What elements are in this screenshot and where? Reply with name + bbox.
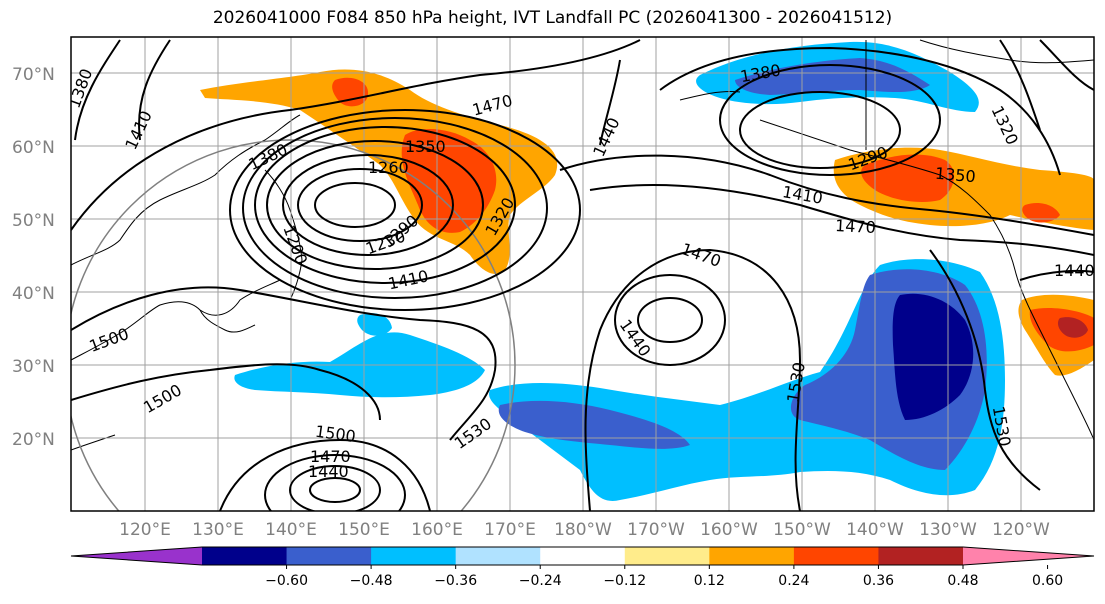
contour-label: 1440 bbox=[1054, 261, 1095, 280]
lat-label: 50°N bbox=[12, 211, 55, 231]
colorbar-segment bbox=[455, 547, 541, 565]
lon-label: 160°W bbox=[700, 520, 758, 540]
lat-label: 70°N bbox=[12, 65, 55, 85]
lon-label: 130°E bbox=[192, 520, 244, 540]
lon-label: 140°E bbox=[265, 520, 317, 540]
lon-label: 130°W bbox=[919, 520, 977, 540]
lon-label: 170°E bbox=[484, 520, 536, 540]
lat-label: 40°N bbox=[12, 284, 55, 304]
plot-frame bbox=[70, 36, 1095, 512]
colorbar-segment bbox=[286, 547, 372, 565]
lon-label: 120°E bbox=[119, 520, 171, 540]
contour-label: 1350 bbox=[405, 137, 446, 156]
dark-blue-core bbox=[892, 293, 974, 420]
lon-label: 150°W bbox=[773, 520, 831, 540]
colorbar-segment bbox=[709, 547, 795, 565]
colorbar-tick-label: 0.12 bbox=[694, 573, 725, 589]
contour-label: 1470 bbox=[310, 447, 351, 466]
colorbar-segment bbox=[371, 547, 457, 565]
lon-label: 160°E bbox=[411, 520, 463, 540]
ivt-positive-shading bbox=[200, 69, 1094, 376]
lat-label: 30°N bbox=[12, 357, 55, 377]
landfall-radius-circle bbox=[71, 139, 516, 511]
colorbar-extend-low bbox=[71, 547, 202, 565]
red-region-america bbox=[861, 154, 955, 202]
colorbar-tick-label: −0.60 bbox=[265, 573, 308, 589]
royal-blue-region-alaska bbox=[735, 58, 930, 95]
map-title: 2026041000 F084 850 hPa height, IVT Land… bbox=[212, 8, 893, 28]
colorbar-tick-label: 0.36 bbox=[863, 573, 894, 589]
colorbar-tick-label: −0.48 bbox=[350, 573, 393, 589]
height-contours bbox=[71, 39, 1094, 511]
lat-label: 20°N bbox=[12, 430, 55, 450]
red-region-asia bbox=[401, 128, 497, 233]
colorbar-tick-label: 0.24 bbox=[778, 573, 809, 589]
contour-label: 1440 bbox=[308, 462, 349, 481]
red-spot-asia bbox=[332, 77, 369, 107]
colorbar-segment bbox=[202, 547, 288, 565]
lat-label: 60°N bbox=[12, 138, 55, 158]
longitude-labels: 120°E 130°E 140°E 150°E 160°E 170°E 180°… bbox=[119, 520, 1050, 540]
contour-label: 1260 bbox=[368, 158, 409, 177]
colorbar-tick-label: −0.12 bbox=[603, 573, 646, 589]
red-spot-america bbox=[1022, 203, 1060, 223]
colorbar: −0.60 −0.48 −0.36 −0.24 −0.12 0.12 0.24 0.36 0.4… bbox=[70, 546, 1095, 589]
light-blue-spot-west bbox=[357, 313, 392, 336]
lon-label: 120°W bbox=[992, 520, 1050, 540]
brick-region-california bbox=[1057, 317, 1088, 338]
colorbar-tick-label: −0.24 bbox=[519, 573, 562, 589]
colorbar-extend-high bbox=[963, 547, 1094, 565]
lon-label: 170°W bbox=[627, 520, 685, 540]
colorbar-segment bbox=[878, 547, 964, 565]
lon-label: 180°W bbox=[554, 520, 612, 540]
latitude-labels: 70°N 60°N 50°N 40°N 30°N 20°N bbox=[12, 65, 55, 450]
colorbar-tick-label: 0.48 bbox=[947, 573, 978, 589]
colorbar-tick-label: 0.60 bbox=[1032, 573, 1063, 589]
contour-label: 1470 bbox=[835, 216, 877, 237]
lon-label: 140°W bbox=[846, 520, 904, 540]
royal-blue-region-center bbox=[498, 400, 690, 449]
lon-label: 150°E bbox=[338, 520, 390, 540]
colorbar-segment bbox=[540, 547, 626, 565]
contour-label: 1350 bbox=[934, 164, 976, 186]
colorbar-segment bbox=[793, 547, 879, 565]
coastlines bbox=[71, 39, 1094, 451]
colorbar-tick-label: −0.36 bbox=[434, 573, 477, 589]
colorbar-outline bbox=[70, 546, 1095, 566]
colorbar-segment bbox=[624, 547, 710, 565]
